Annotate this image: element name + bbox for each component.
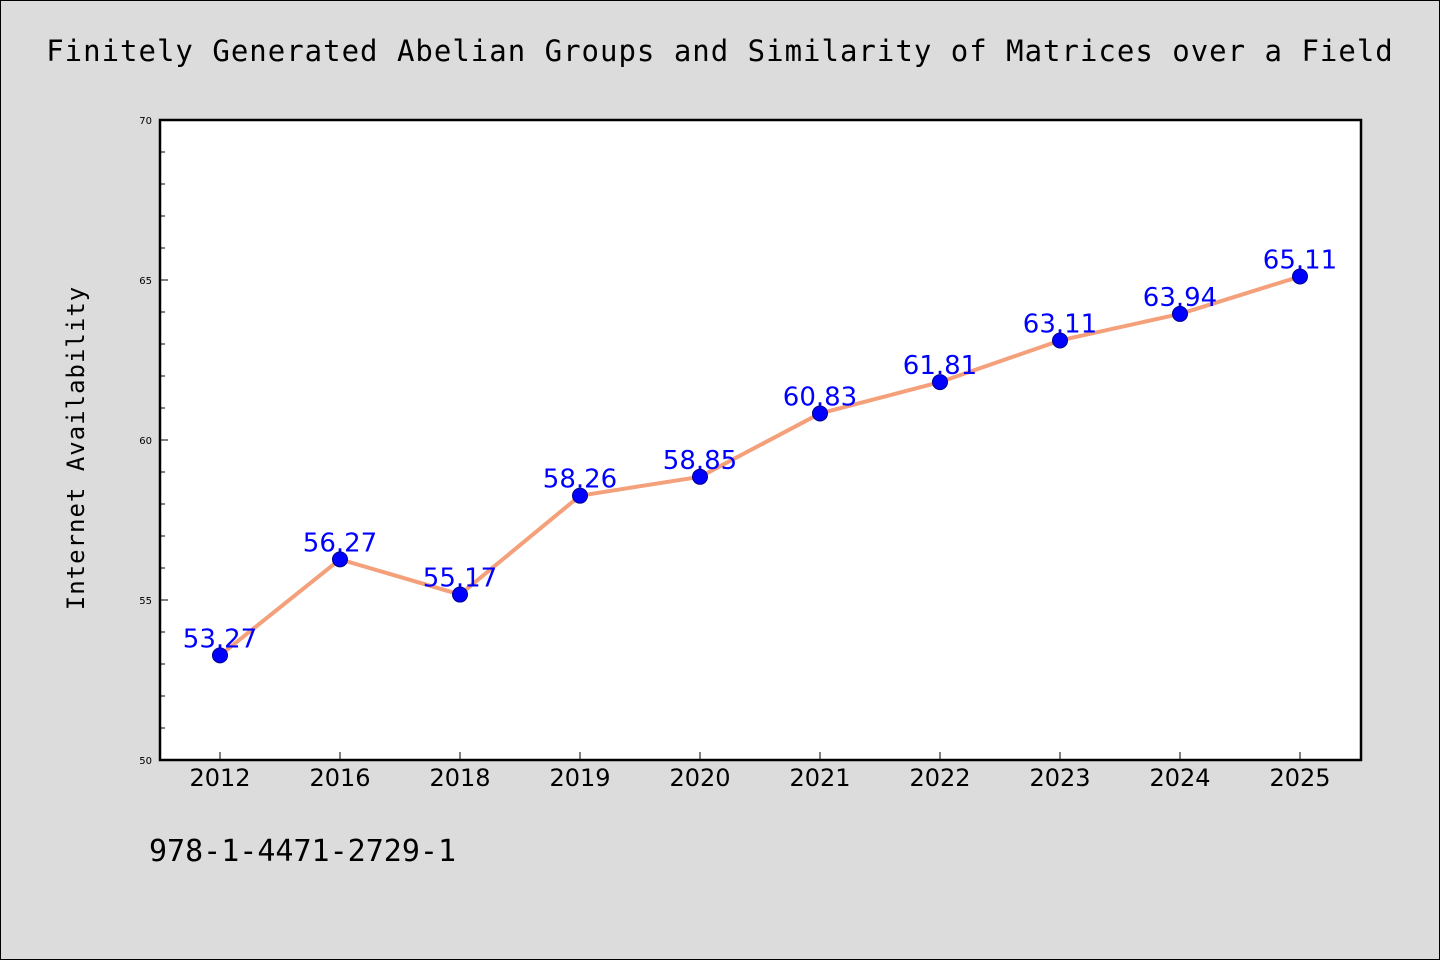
data-label: 60.83 bbox=[783, 382, 857, 412]
data-label: 53.27 bbox=[183, 624, 257, 654]
data-point bbox=[1292, 268, 1308, 285]
chart-title: Finitely Generated Abelian Groups and Si… bbox=[46, 34, 1394, 68]
y-tick-label: 60 bbox=[139, 436, 152, 447]
data-point bbox=[812, 405, 828, 422]
data-label: 65.11 bbox=[1263, 245, 1337, 275]
isbn-footer: 978-1-4471-2729-1 bbox=[149, 834, 457, 869]
data-label: 55.17 bbox=[423, 564, 497, 594]
x-tick-label: 2025 bbox=[1269, 764, 1330, 792]
y-tick-label: 65 bbox=[139, 276, 152, 287]
x-tick-label: 2022 bbox=[909, 764, 970, 792]
data-point bbox=[692, 468, 708, 485]
series-line bbox=[218, 274, 1301, 657]
x-tick-label: 2020 bbox=[669, 764, 730, 792]
y-tick-label: 70 bbox=[139, 116, 152, 127]
x-tick-label: 2024 bbox=[1149, 764, 1210, 792]
data-label: 58.85 bbox=[663, 446, 737, 476]
x-tick-label: 2012 bbox=[189, 764, 250, 792]
x-tick-label: 2018 bbox=[429, 764, 490, 792]
x-tick-label: 2016 bbox=[309, 764, 370, 792]
data-point bbox=[932, 374, 948, 391]
data-label: 56.27 bbox=[303, 528, 377, 558]
data-label: 61.81 bbox=[903, 351, 977, 381]
data-point bbox=[1052, 332, 1068, 349]
x-tick-label: 2019 bbox=[549, 764, 610, 792]
data-label: 58.26 bbox=[543, 465, 617, 495]
data-point bbox=[452, 586, 468, 603]
y-tick-label: 55 bbox=[139, 596, 152, 607]
data-label: 63.11 bbox=[1023, 309, 1097, 339]
data-point bbox=[572, 487, 588, 504]
data-point bbox=[1172, 305, 1188, 322]
data-label: 63.94 bbox=[1143, 283, 1217, 313]
x-tick-label: 2023 bbox=[1029, 764, 1090, 792]
plot-area bbox=[160, 120, 1361, 760]
plot-border bbox=[158, 118, 1363, 762]
y-tick-label: 50 bbox=[139, 756, 152, 767]
data-point bbox=[212, 647, 228, 664]
data-point bbox=[332, 551, 348, 568]
x-tick-label: 2021 bbox=[789, 764, 850, 792]
